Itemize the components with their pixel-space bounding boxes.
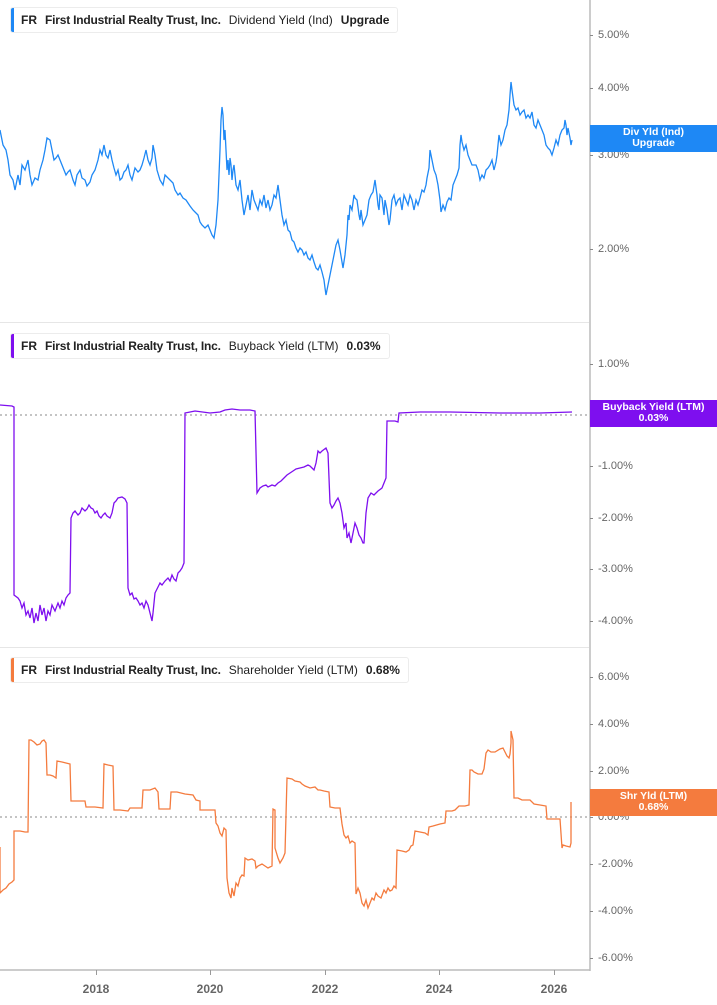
y-tick-mark xyxy=(590,677,593,678)
shareholder-yield-line xyxy=(0,730,572,911)
y-tick-mark xyxy=(590,88,593,89)
legend-metric: Buyback Yield (LTM) xyxy=(228,339,339,353)
y-tick-mark xyxy=(590,155,593,156)
y-tick-mark xyxy=(590,771,593,772)
x-tick-mark xyxy=(439,970,440,975)
y-tick-label: 5.00% xyxy=(598,29,630,41)
tag-line-1: Shr Yld (LTM) xyxy=(619,790,688,802)
legend-value: 0.68% xyxy=(365,663,400,677)
x-tick-label: 2018 xyxy=(82,982,110,996)
tag-line-2: Upgrade xyxy=(632,137,675,149)
x-tick-label: 2026 xyxy=(540,982,568,996)
x-tick-mark xyxy=(554,970,555,975)
dividend-yield-legend[interactable]: FR First Industrial Realty Trust, Inc. D… xyxy=(10,7,399,33)
tag-line-2: 0.03% xyxy=(638,412,669,424)
y-tick-mark xyxy=(590,817,593,818)
y-tick-label: 3.00% xyxy=(598,149,630,161)
buyback-yield-panel: FR First Industrial Realty Trust, Inc. B… xyxy=(0,323,717,648)
dividend-yield-plot xyxy=(0,0,591,323)
y-tick-label: -4.00% xyxy=(598,615,633,627)
dividend-yield-value-tag: Div Yld (Ind) Upgrade xyxy=(590,125,717,152)
y-tick-mark xyxy=(590,249,593,250)
y-tick-mark xyxy=(590,364,593,365)
y-tick-mark xyxy=(590,621,593,622)
shareholder-yield-value-tag: Shr Yld (LTM) 0.68% xyxy=(590,789,717,816)
dividend-yield-line xyxy=(0,81,573,296)
legend-ticker: FR xyxy=(21,663,37,677)
y-tick-mark xyxy=(590,518,593,519)
x-tick-mark xyxy=(96,970,97,975)
tag-line-1: Div Yld (Ind) xyxy=(622,126,685,138)
y-tick-mark xyxy=(590,958,593,959)
x-tick-mark xyxy=(325,970,326,975)
legend-value: 0.03% xyxy=(346,339,381,353)
y-tick-label: -1.00% xyxy=(598,460,633,472)
legend-metric: Dividend Yield (Ind) xyxy=(228,13,333,27)
y-tick-mark xyxy=(590,35,593,36)
tag-line-2: 0.68% xyxy=(638,801,669,813)
legend-upgrade-link[interactable]: Upgrade xyxy=(340,13,390,27)
legend-color-bar xyxy=(11,334,14,358)
legend-color-bar xyxy=(11,8,14,32)
buyback-yield-legend[interactable]: FR First Industrial Realty Trust, Inc. B… xyxy=(10,333,390,359)
legend-metric: Shareholder Yield (LTM) xyxy=(228,663,358,677)
y-tick-mark xyxy=(590,466,593,467)
legend-color-bar xyxy=(11,658,14,682)
y-tick-label: 2.00% xyxy=(598,243,630,255)
legend-company: First Industrial Realty Trust, Inc. xyxy=(45,13,221,27)
y-tick-label: 4.00% xyxy=(598,718,630,730)
y-tick-label: -4.00% xyxy=(598,905,633,917)
y-tick-label: 1.00% xyxy=(598,358,630,370)
x-tick-label: 2024 xyxy=(425,982,453,996)
y-tick-label: -2.00% xyxy=(598,512,633,524)
x-tick-label: 2022 xyxy=(311,982,339,996)
legend-company: First Industrial Realty Trust, Inc. xyxy=(45,339,221,353)
y-tick-mark xyxy=(590,911,593,912)
buyback-yield-line xyxy=(0,404,573,624)
y-tick-mark xyxy=(590,724,593,725)
y-tick-label: 2.00% xyxy=(598,765,630,777)
legend-ticker: FR xyxy=(21,13,37,27)
x-tick-label: 2020 xyxy=(196,982,224,996)
shareholder-yield-legend[interactable]: FR First Industrial Realty Trust, Inc. S… xyxy=(10,657,409,683)
y-tick-label: -3.00% xyxy=(598,563,633,575)
y-tick-label: -6.00% xyxy=(598,952,633,964)
y-tick-mark xyxy=(590,864,593,865)
dividend-yield-panel: FR First Industrial Realty Trust, Inc. D… xyxy=(0,0,717,323)
x-tick-mark xyxy=(210,970,211,975)
tag-line-1: Buyback Yield (LTM) xyxy=(602,401,705,413)
y-tick-label: 6.00% xyxy=(598,671,630,683)
legend-company: First Industrial Realty Trust, Inc. xyxy=(45,663,221,677)
buyback-yield-plot xyxy=(0,323,591,648)
buyback-yield-value-tag: Buyback Yield (LTM) 0.03% xyxy=(590,400,717,427)
y-tick-label: 4.00% xyxy=(598,82,630,94)
shareholder-yield-panel: FR First Industrial Realty Trust, Inc. S… xyxy=(0,648,717,1005)
y-tick-mark xyxy=(590,569,593,570)
y-tick-label: -2.00% xyxy=(598,858,633,870)
legend-ticker: FR xyxy=(21,339,37,353)
